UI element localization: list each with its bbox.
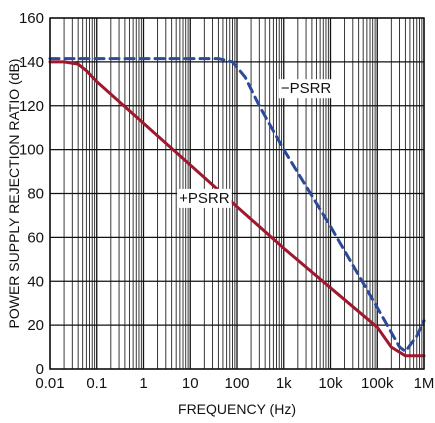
y-tick-label: 20 [27,317,44,334]
y-tick-label: 140 [19,54,44,71]
x-tick-label: 0.1 [86,375,107,392]
series-line-plus-psrr [48,60,426,358]
x-tick-label: 10 [182,375,199,392]
annotation-background [278,79,334,99]
annotation-background [177,188,232,208]
x-tick-label: 1M [414,375,435,392]
y-tick-label: 120 [19,98,44,115]
x-tick-label: 100k [361,375,394,392]
plot-frame [49,17,425,370]
y-tick-label: 0 [36,361,44,378]
x-tick-label: 100 [224,375,249,392]
y-axis-title: POWER SUPPLY REJECTION RATIO (dB) [6,59,22,329]
series-line-minus-psrr [48,57,426,353]
y-tick-label: 80 [27,186,44,203]
x-tick-label: 1 [139,375,147,392]
x-tick-label: 0.01 [35,375,64,392]
y-tick-label: 100 [19,142,44,159]
x-tick-label: 1k [276,375,292,392]
series-annotations: −PSRR +PSRR [177,79,334,208]
series-annotation: +PSRR [177,188,232,208]
annotation-label: −PSRR [281,80,332,97]
annotation-label: +PSRR [179,190,230,207]
x-axis-title: FREQUENCY (Hz) [178,401,296,417]
x-tick-label: 10k [318,375,343,392]
series-annotation: −PSRR [278,79,334,99]
x-axis-tick-labels: 0.01 0.1 1 10 100 1k 10k 100k 1M [35,375,434,392]
y-axis-tick-labels: 0 20 40 60 80 100 120 140 160 [19,10,44,378]
y-tick-label: 160 [19,10,44,27]
y-tick-label: 60 [27,229,44,246]
major-grid [49,17,425,370]
series-layer [48,57,426,358]
y-tick-label: 40 [27,273,44,290]
